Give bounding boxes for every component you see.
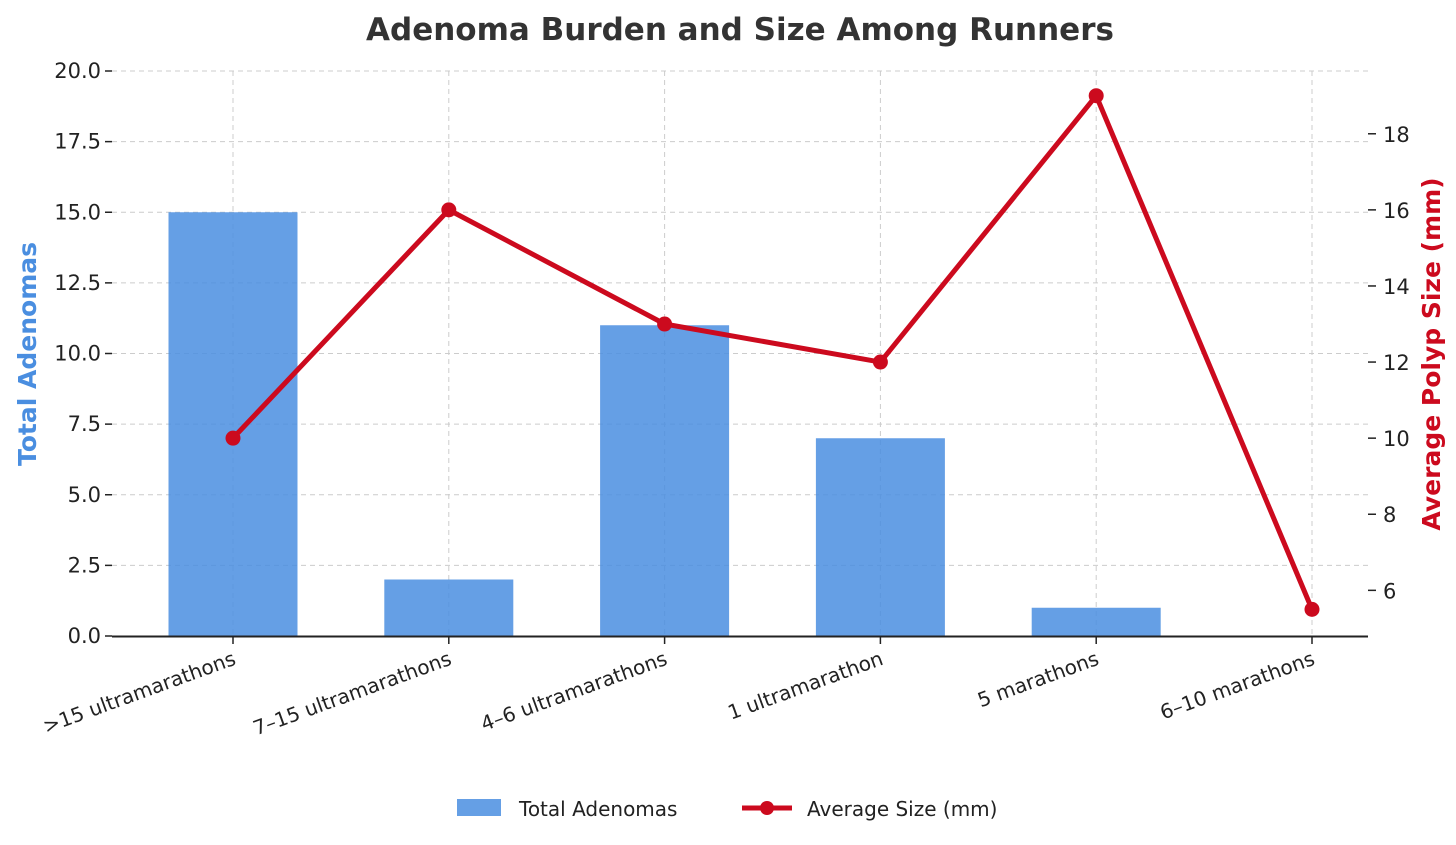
left-tick-label: 15.0 xyxy=(54,200,101,224)
chart-title: Adenoma Burden and Size Among Runners xyxy=(366,12,1114,48)
x-tick-label: >15 ultramarathons xyxy=(40,646,239,738)
left-tick-label: 2.5 xyxy=(68,553,101,577)
line-average-size xyxy=(231,93,1315,611)
left-tick-label: 0.0 xyxy=(68,624,101,648)
legend: Total Adenomas Average Size (mm) xyxy=(457,797,997,821)
line-point-2 xyxy=(441,202,457,218)
bar-2 xyxy=(384,579,514,636)
legend-line-marker xyxy=(760,801,774,815)
x-tick-label: 4–6 ultramarathons xyxy=(478,646,671,736)
right-tick-label: 6 xyxy=(1383,579,1396,603)
x-tick-label: 7–15 ultramarathons xyxy=(250,646,455,740)
legend-label-average-size: Average Size (mm) xyxy=(807,797,997,821)
left-axis-label: Total Adenomas xyxy=(13,242,42,466)
x-tick-label: 6–10 marathons xyxy=(1157,646,1318,724)
bar-4 xyxy=(815,438,945,636)
right-axis-label: Average Polyp Size (mm) xyxy=(1417,177,1446,530)
bar-1 xyxy=(168,212,298,636)
x-axis-ticks: >15 ultramarathons 7–15 ultramarathons 4–6… xyxy=(40,636,1318,740)
line-point-1 xyxy=(225,430,241,446)
line-point-5 xyxy=(1088,88,1104,104)
right-tick-label: 18 xyxy=(1383,123,1410,147)
left-tick-label: 17.5 xyxy=(54,130,101,154)
right-tick-label: 12 xyxy=(1383,351,1410,375)
line-series-average-size xyxy=(225,88,1320,617)
bar-series-total-adenomas xyxy=(168,212,1161,636)
left-tick-label: 7.5 xyxy=(68,412,101,436)
right-tick-label: 14 xyxy=(1383,275,1410,299)
right-axis-ticks: 6 8 10 12 14 16 18 xyxy=(1368,123,1410,603)
left-tick-label: 5.0 xyxy=(68,483,101,507)
right-tick-label: 8 xyxy=(1383,503,1396,527)
left-tick-label: 10.0 xyxy=(54,342,101,366)
line-point-4 xyxy=(872,354,888,370)
right-tick-label: 16 xyxy=(1383,199,1410,223)
bar-5 xyxy=(1031,607,1161,636)
left-tick-label: 12.5 xyxy=(54,271,101,295)
x-tick-label: 1 ultramarathon xyxy=(724,646,886,724)
gridlines xyxy=(112,70,1368,637)
bar-3 xyxy=(600,325,730,636)
left-axis-ticks: 0.0 2.5 5.0 7.5 10.0 12.5 15.0 17.5 20.0 xyxy=(54,59,112,648)
legend-label-total-adenomas: Total Adenomas xyxy=(518,797,677,821)
right-tick-label: 10 xyxy=(1383,427,1410,451)
line-point-6 xyxy=(1304,601,1320,617)
x-tick-label: 5 marathons xyxy=(974,646,1102,712)
legend-bar-swatch xyxy=(457,799,501,816)
line-point-3 xyxy=(657,316,673,332)
left-tick-label: 20.0 xyxy=(54,59,101,83)
